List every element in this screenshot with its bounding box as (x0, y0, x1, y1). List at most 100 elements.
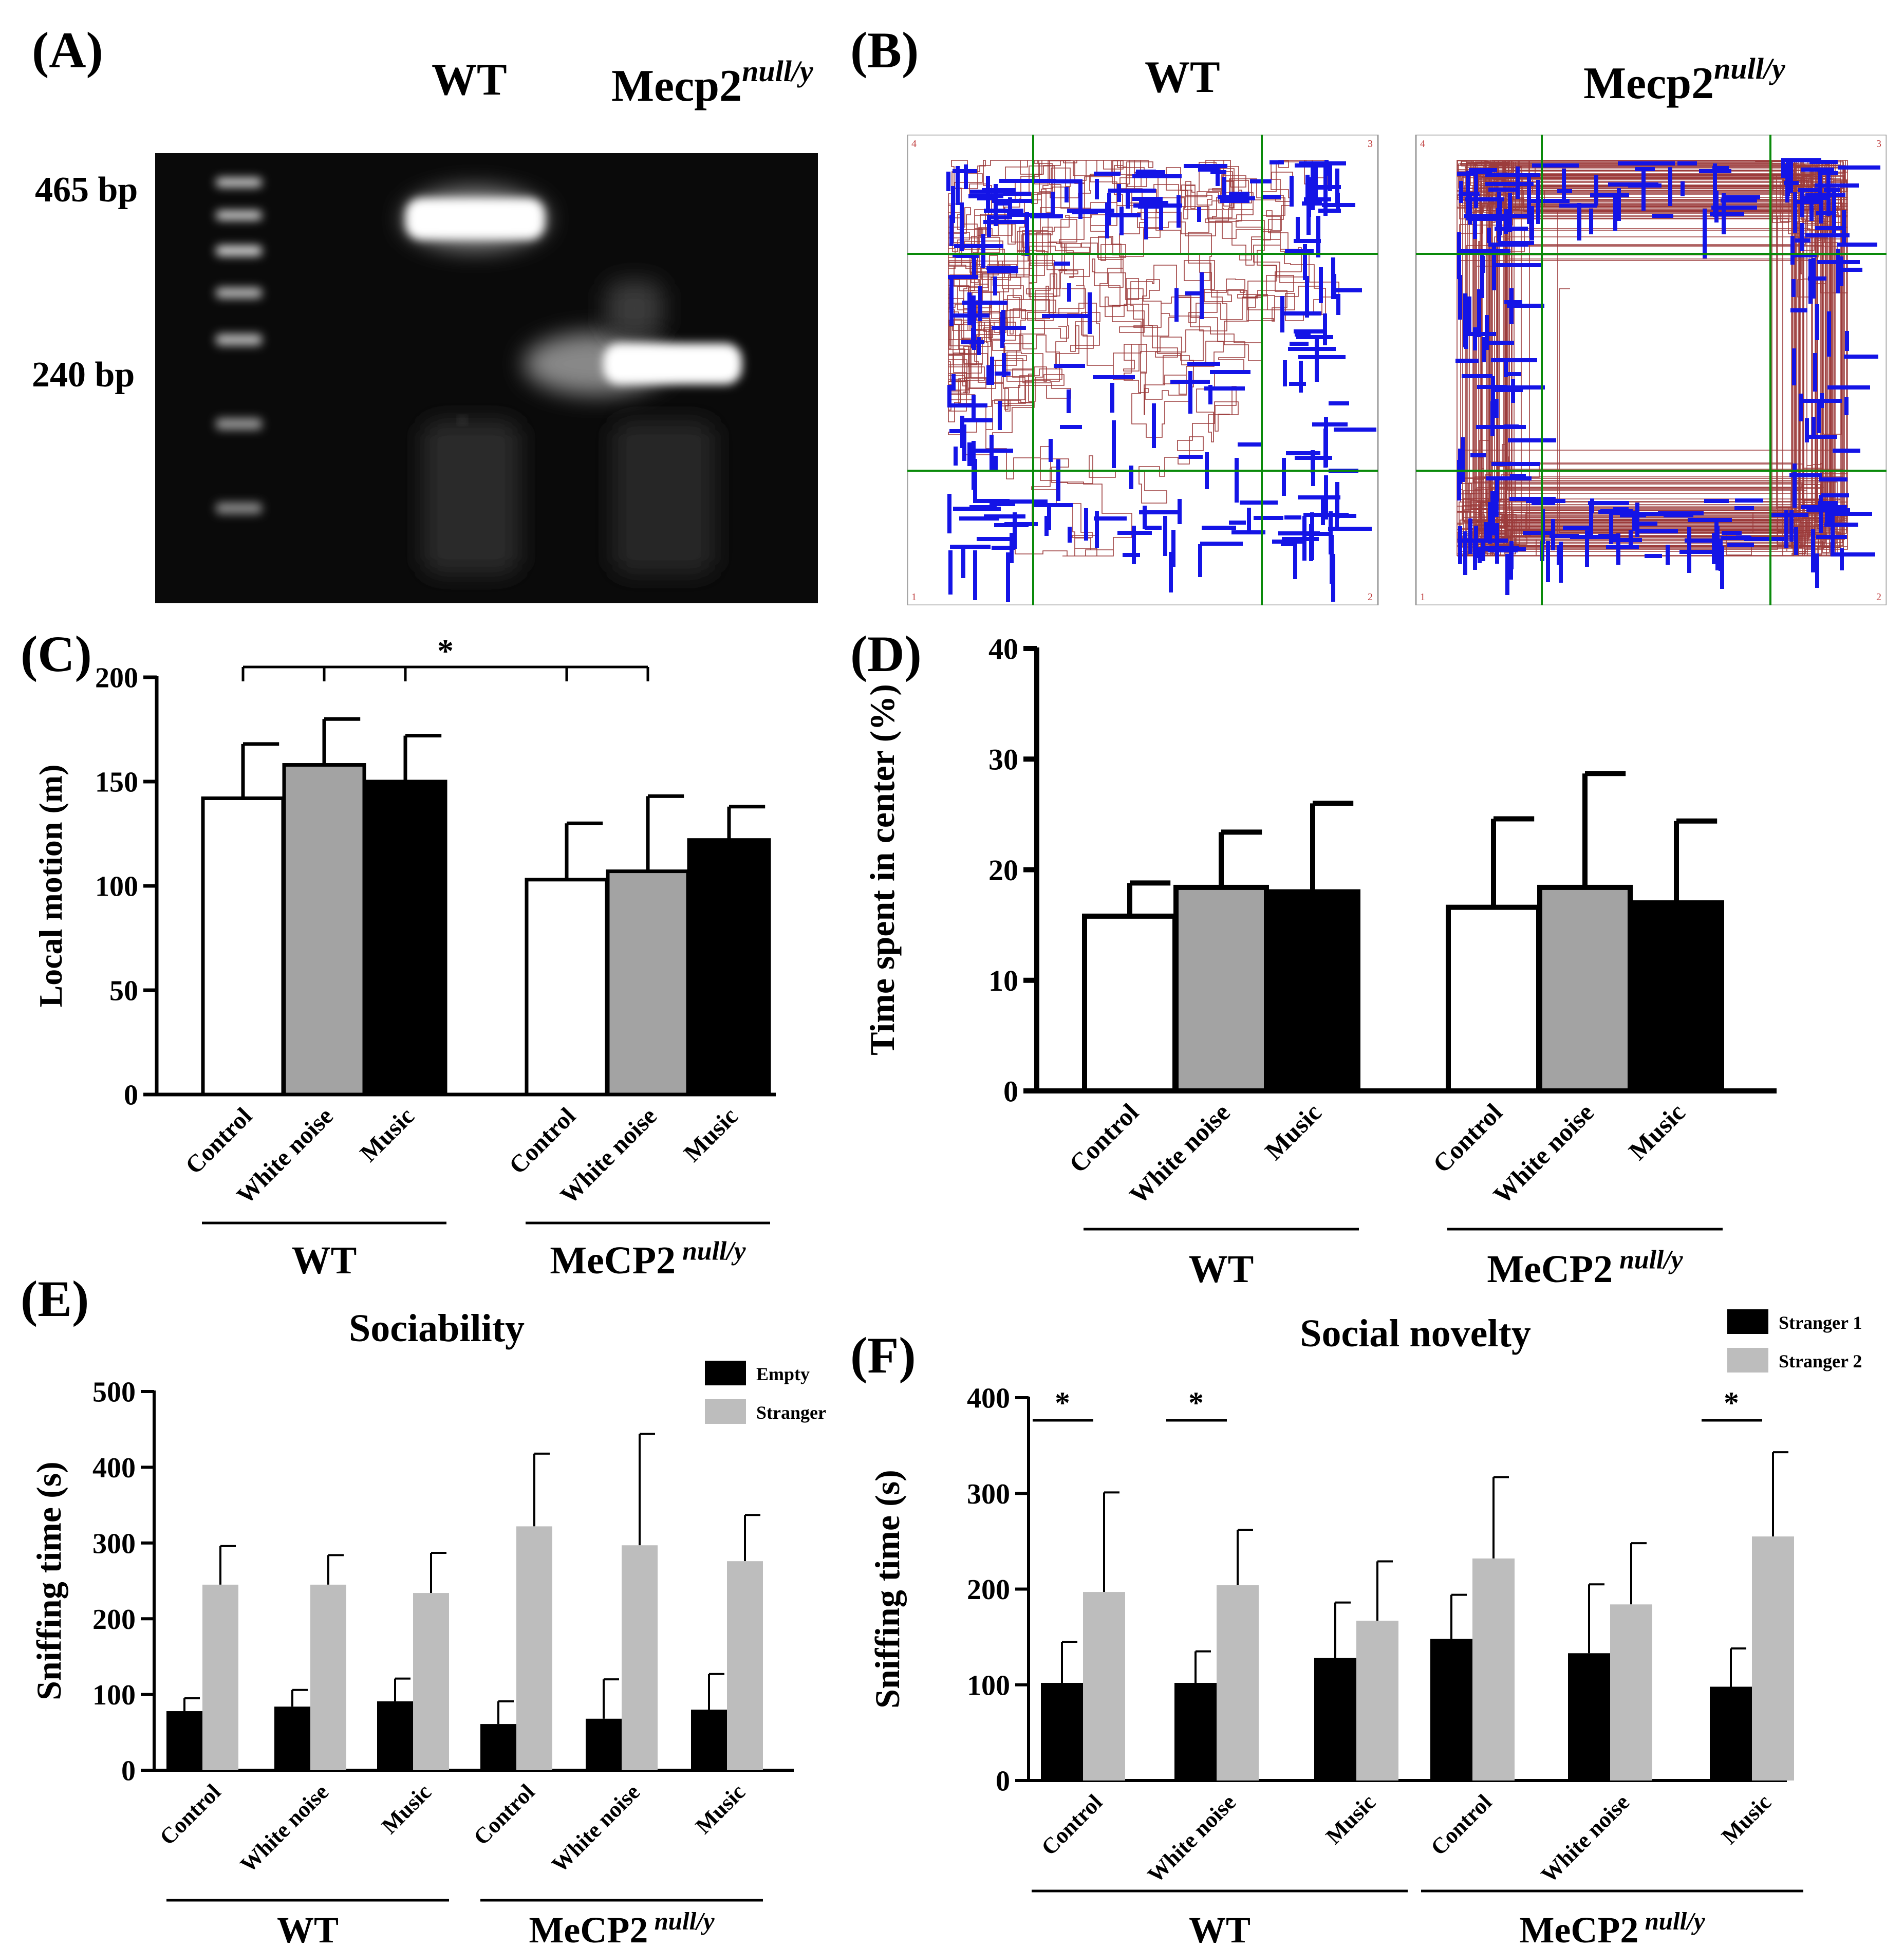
bar (1173, 884, 1269, 1093)
bar-series1 (480, 1724, 516, 1770)
bar (606, 869, 690, 1097)
chart-title: Sociability (349, 1307, 525, 1350)
marker-240-label: 240 bp (32, 355, 135, 395)
group-label-base: MeCP2 (550, 1239, 676, 1282)
bar (1629, 900, 1724, 1093)
group-label-sup: null/y (648, 1907, 714, 1935)
bar (1446, 904, 1541, 1093)
bar-series2 (727, 1561, 763, 1770)
bar (1082, 913, 1178, 1094)
bar-series2 (202, 1584, 238, 1770)
legend-label: Empty (756, 1364, 810, 1384)
legend-label: Stranger (756, 1402, 826, 1423)
group-label-base: MeCP2 (1487, 1248, 1613, 1291)
y-tick-label: 200 (967, 1574, 1010, 1606)
y-axis-label: Sniffing time (s) (29, 1461, 68, 1700)
group-label: MeCP2 null/y (1519, 1907, 1705, 1947)
group-label-base: WT (1189, 1248, 1254, 1291)
track-mecp2-title: Mecp2null/y (1583, 51, 1785, 109)
y-tick-label: 50 (109, 975, 138, 1007)
bar-series2 (622, 1545, 658, 1770)
category-label: White noise (1143, 1789, 1241, 1887)
group-label-base: MeCP2 (529, 1909, 648, 1947)
bar (1265, 889, 1360, 1093)
arena-mecp2: 4 3 1 2 (1415, 135, 1887, 605)
y-tick-label: 100 (967, 1670, 1010, 1701)
bar-series2 (310, 1584, 346, 1770)
category-label: White noise (1124, 1098, 1235, 1209)
corner-label: 2 (1876, 591, 1881, 603)
category-label: Music (355, 1102, 420, 1167)
group-label-base: WT (277, 1909, 339, 1947)
corner-label: 1 (1420, 591, 1425, 603)
y-tick-label: 0 (1003, 1074, 1018, 1108)
y-tick-label: 10 (988, 964, 1018, 997)
bar-series1 (274, 1707, 310, 1770)
track-wt-title: WT (1145, 52, 1220, 102)
y-tick-label: 40 (988, 632, 1018, 665)
panel-d-letter: (D) (850, 625, 922, 682)
bar (363, 780, 447, 1097)
bar-series2 (516, 1526, 552, 1770)
bar-series2 (1610, 1604, 1652, 1781)
track-mecp2-sup: null/y (1714, 52, 1785, 85)
significance-star: * (1188, 1386, 1204, 1420)
chart-title: Social novelty (1300, 1312, 1531, 1355)
bar-series2 (1356, 1620, 1398, 1781)
category-label: Music (1259, 1098, 1327, 1165)
y-tick-label: 200 (95, 662, 138, 694)
bar (1537, 884, 1633, 1093)
legend-swatch (705, 1361, 746, 1385)
panel-a-letter: (A) (32, 22, 103, 79)
bar-series2 (1217, 1585, 1259, 1781)
category-label: Music (1623, 1098, 1691, 1165)
group-label-sup: null/y (676, 1236, 746, 1266)
track-path-blue (1455, 158, 1880, 595)
bar-series2 (413, 1593, 449, 1770)
category-label: Control (1036, 1789, 1107, 1860)
legend-swatch (1727, 1348, 1768, 1373)
category-label: Music (690, 1779, 750, 1839)
bar (282, 763, 366, 1097)
legend-swatch (705, 1399, 746, 1424)
category-label: Music (377, 1779, 436, 1839)
bar-series1 (1430, 1639, 1472, 1781)
chart-sociability: Sociability Sniffing time (s) 0 100 200 300 40… (29, 1307, 826, 1947)
y-tick-label: 300 (967, 1478, 1010, 1510)
panel-c-letter: (C) (21, 625, 92, 682)
group-label: WT (292, 1239, 357, 1282)
bar-series1 (691, 1710, 727, 1770)
y-tick-label: 0 (996, 1766, 1010, 1797)
bar-series1 (1314, 1658, 1356, 1781)
bar-series2 (1083, 1592, 1125, 1781)
bar (201, 796, 285, 1097)
y-tick-label: 200 (92, 1604, 136, 1636)
bar-series1 (1568, 1653, 1610, 1781)
panel-e-letter: (E) (21, 1270, 89, 1327)
gel-electrophoresis-image (155, 153, 818, 603)
corner-label: 3 (1876, 138, 1881, 150)
category-label: White noise (547, 1779, 645, 1877)
bar-series1 (1710, 1686, 1752, 1781)
bar (687, 838, 771, 1097)
y-tick-label: 30 (988, 743, 1018, 776)
category-label: Control (155, 1779, 226, 1850)
significance-star: * (1724, 1386, 1739, 1420)
group-label: MeCP2 null/y (550, 1236, 746, 1282)
y-tick-label: 0 (124, 1080, 138, 1111)
track-mecp2-base: Mecp2 (1583, 59, 1714, 108)
category-label: White noise (1487, 1098, 1599, 1209)
y-tick-label: 150 (95, 767, 138, 799)
corner-label: 3 (1368, 138, 1373, 150)
arena-wt: 4 3 1 2 (907, 135, 1379, 605)
category-label: Control (1427, 1098, 1508, 1178)
group-label: WT (277, 1909, 339, 1947)
category-label: Control (180, 1102, 257, 1179)
legend-label: Stranger 1 (1779, 1312, 1862, 1333)
panel-b-letter: (B) (850, 22, 919, 79)
bar-series1 (166, 1711, 202, 1770)
gel-lane-wt-label: WT (432, 55, 507, 105)
legend-swatch (1727, 1309, 1768, 1334)
corner-label: 2 (1368, 591, 1373, 603)
category-label: Control (469, 1779, 539, 1850)
